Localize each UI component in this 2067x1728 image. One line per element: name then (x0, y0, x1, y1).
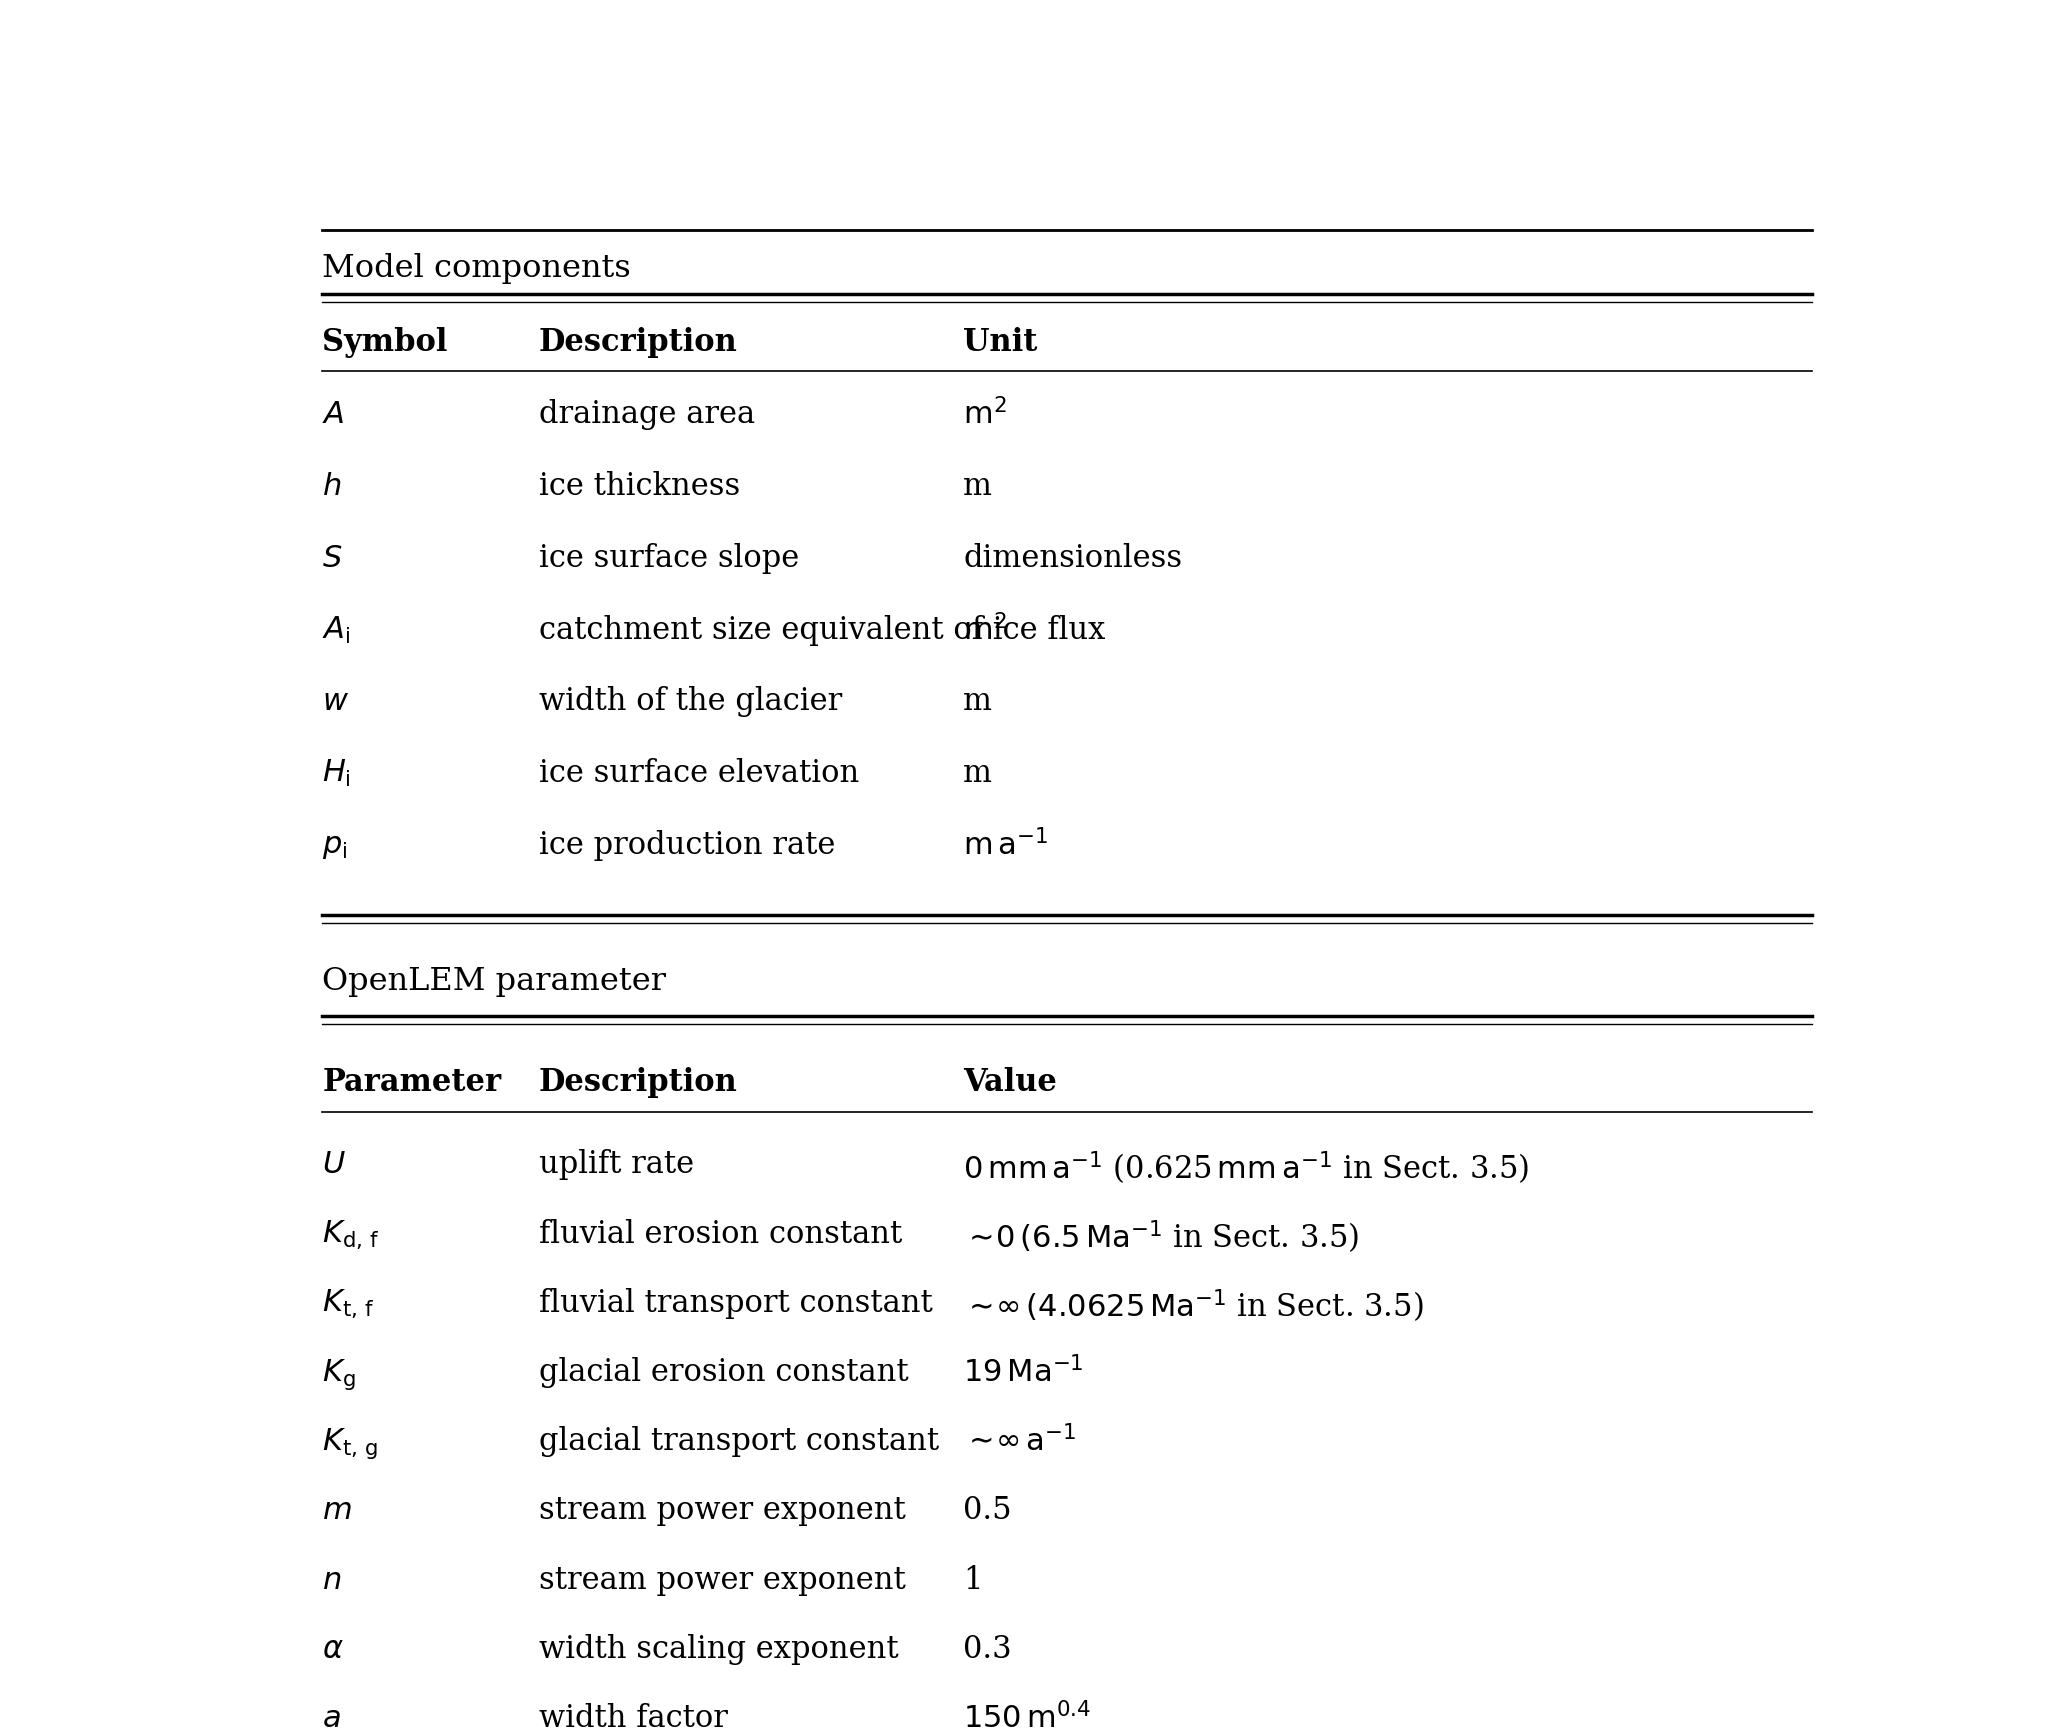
Text: dimensionless: dimensionless (963, 543, 1182, 574)
Text: width scaling exponent: width scaling exponent (539, 1633, 899, 1664)
Text: m: m (963, 470, 992, 501)
Text: $0\,\mathrm{mm}\,\mathrm{a}^{-1}$ (0.625$\,\mathrm{mm}\,\mathrm{a}^{-1}$ in Sect: $0\,\mathrm{mm}\,\mathrm{a}^{-1}$ (0.625… (963, 1149, 1530, 1187)
Text: OpenLEM parameter: OpenLEM parameter (322, 966, 666, 997)
Text: ice production rate: ice production rate (539, 829, 835, 861)
Text: Model components: Model components (322, 252, 630, 283)
Text: 1: 1 (963, 1564, 982, 1595)
Text: $\sim\!\infty\,(4.0625\,\mathrm{Ma}^{-1}$ in Sect. 3.5): $\sim\!\infty\,(4.0625\,\mathrm{Ma}^{-1}… (963, 1287, 1424, 1325)
Text: drainage area: drainage area (539, 399, 754, 430)
Text: $\mathrm{m}\,\mathrm{a}^{-1}$: $\mathrm{m}\,\mathrm{a}^{-1}$ (963, 829, 1048, 862)
Text: $19\,\mathrm{Ma}^{-1}$: $19\,\mathrm{Ma}^{-1}$ (963, 1356, 1083, 1389)
Text: ice surface slope: ice surface slope (539, 543, 800, 574)
Text: Value: Value (963, 1066, 1056, 1097)
Text: width of the glacier: width of the glacier (539, 686, 841, 717)
Text: $p_{\mathrm{i}}$: $p_{\mathrm{i}}$ (322, 829, 347, 861)
Text: fluvial erosion constant: fluvial erosion constant (539, 1218, 901, 1249)
Text: $A$: $A$ (322, 399, 345, 430)
Text: $S$: $S$ (322, 543, 343, 574)
Text: $U$: $U$ (322, 1149, 345, 1180)
Text: $\alpha$: $\alpha$ (322, 1633, 343, 1664)
Text: $K_{\mathrm{t,\,g}}$: $K_{\mathrm{t,\,g}}$ (322, 1426, 378, 1462)
Text: ice thickness: ice thickness (539, 470, 740, 501)
Text: $a$: $a$ (322, 1702, 341, 1728)
Text: Description: Description (539, 327, 738, 358)
Text: m: m (963, 686, 992, 717)
Text: $150\,\mathrm{m}^{0.4}$: $150\,\mathrm{m}^{0.4}$ (963, 1702, 1091, 1728)
Text: $K_{\mathrm{g}}$: $K_{\mathrm{g}}$ (322, 1356, 356, 1391)
Text: m: m (963, 759, 992, 790)
Text: stream power exponent: stream power exponent (539, 1495, 905, 1526)
Text: fluvial transport constant: fluvial transport constant (539, 1287, 932, 1318)
Text: glacial erosion constant: glacial erosion constant (539, 1356, 907, 1388)
Text: $\mathrm{m}^{2}$: $\mathrm{m}^{2}$ (963, 615, 1007, 646)
Text: $K_{\mathrm{d,\,f}}$: $K_{\mathrm{d,\,f}}$ (322, 1218, 380, 1251)
Text: width factor: width factor (539, 1702, 728, 1728)
Text: $h$: $h$ (322, 470, 341, 501)
Text: ice surface elevation: ice surface elevation (539, 759, 860, 790)
Text: $H_{\mathrm{i}}$: $H_{\mathrm{i}}$ (322, 759, 351, 790)
Text: $n$: $n$ (322, 1564, 341, 1595)
Text: Description: Description (539, 1066, 738, 1097)
Text: 0.5: 0.5 (963, 1495, 1013, 1526)
Text: glacial transport constant: glacial transport constant (539, 1426, 938, 1457)
Text: $K_{\mathrm{t,\,f}}$: $K_{\mathrm{t,\,f}}$ (322, 1287, 376, 1320)
Text: $\sim\!0\,(6.5\,\mathrm{Ma}^{-1}$ in Sect. 3.5): $\sim\!0\,(6.5\,\mathrm{Ma}^{-1}$ in Sec… (963, 1218, 1360, 1256)
Text: $w$: $w$ (322, 686, 349, 717)
Text: Symbol: Symbol (322, 327, 449, 358)
Text: $A_{\mathrm{i}}$: $A_{\mathrm{i}}$ (322, 615, 351, 646)
Text: 0.3: 0.3 (963, 1633, 1013, 1664)
Text: $\mathrm{m}^{2}$: $\mathrm{m}^{2}$ (963, 399, 1007, 432)
Text: catchment size equivalent of ice flux: catchment size equivalent of ice flux (539, 615, 1106, 646)
Text: stream power exponent: stream power exponent (539, 1564, 905, 1595)
Text: Unit: Unit (963, 327, 1038, 358)
Text: Parameter: Parameter (322, 1066, 502, 1097)
Text: $\sim\!\infty\,\mathrm{a}^{-1}$: $\sim\!\infty\,\mathrm{a}^{-1}$ (963, 1426, 1077, 1458)
Text: uplift rate: uplift rate (539, 1149, 695, 1180)
Text: $m$: $m$ (322, 1495, 351, 1526)
